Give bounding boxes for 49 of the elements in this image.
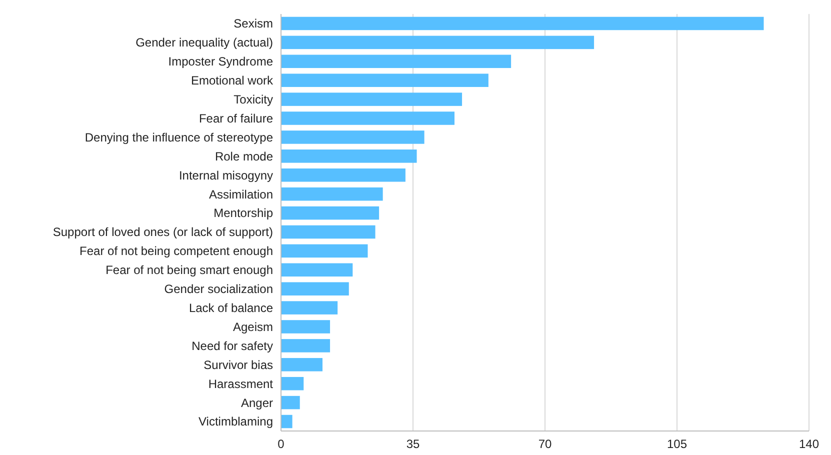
bar <box>281 206 380 220</box>
bar <box>281 168 406 182</box>
bar <box>281 320 330 334</box>
bar <box>281 187 383 201</box>
x-tick-label: 35 <box>406 437 420 451</box>
bar <box>281 358 322 372</box>
y-tick-label: Internal misogyny <box>178 168 273 182</box>
bar <box>281 339 330 352</box>
y-tick-label: Assimilation <box>208 187 273 202</box>
bar <box>281 130 424 144</box>
y-tick-label: Victimblaming <box>198 414 273 429</box>
y-tick-label: Fear of not being smart enough <box>106 263 273 278</box>
y-tick-label: Lack of balance <box>188 300 274 315</box>
bar <box>281 396 300 410</box>
bar <box>281 225 376 239</box>
bar <box>281 16 764 30</box>
y-tick-label: Need for safety <box>192 338 273 353</box>
x-tick-label: 140 <box>798 437 820 451</box>
y-tick-label: Denying the influence of stereotype <box>84 130 274 144</box>
y-tick-label: Survivor bias <box>204 358 273 372</box>
y-tick-label: Support of loved ones (or lack of support) <box>52 225 273 240</box>
bar <box>281 150 417 163</box>
bar <box>281 36 594 50</box>
y-tick-label: Ageism <box>232 320 273 334</box>
bar <box>281 244 368 258</box>
y-tick-label: Anger <box>240 396 273 410</box>
bar <box>281 376 304 390</box>
y-tick-label: Toxicity <box>234 92 273 106</box>
bar <box>281 92 462 106</box>
y-tick-label: Imposter Syndrome <box>168 54 274 69</box>
bar <box>281 414 292 428</box>
bar <box>281 54 512 68</box>
y-tick-label: Mentorship <box>214 206 274 220</box>
x-tick-label: 0 <box>278 437 285 451</box>
bar <box>281 282 349 296</box>
bar <box>281 112 454 125</box>
y-tick-label: Gender socialization <box>164 282 273 296</box>
y-tick-label: Fear of not being competent enough <box>80 244 273 258</box>
y-tick-label: Fear of failure <box>198 111 274 126</box>
x-tick-label: 105 <box>666 437 688 451</box>
y-tick-label: Sexism <box>234 16 273 31</box>
y-tick-label: Emotional work <box>190 74 274 88</box>
bar <box>281 74 488 87</box>
y-tick-label: Gender inequality (actual) <box>136 36 273 50</box>
x-tick-label: 70 <box>538 437 552 451</box>
y-tick-label: Role mode <box>214 149 274 164</box>
bar <box>281 301 338 314</box>
y-tick-label: Harassment <box>208 376 274 391</box>
bar <box>281 263 353 277</box>
